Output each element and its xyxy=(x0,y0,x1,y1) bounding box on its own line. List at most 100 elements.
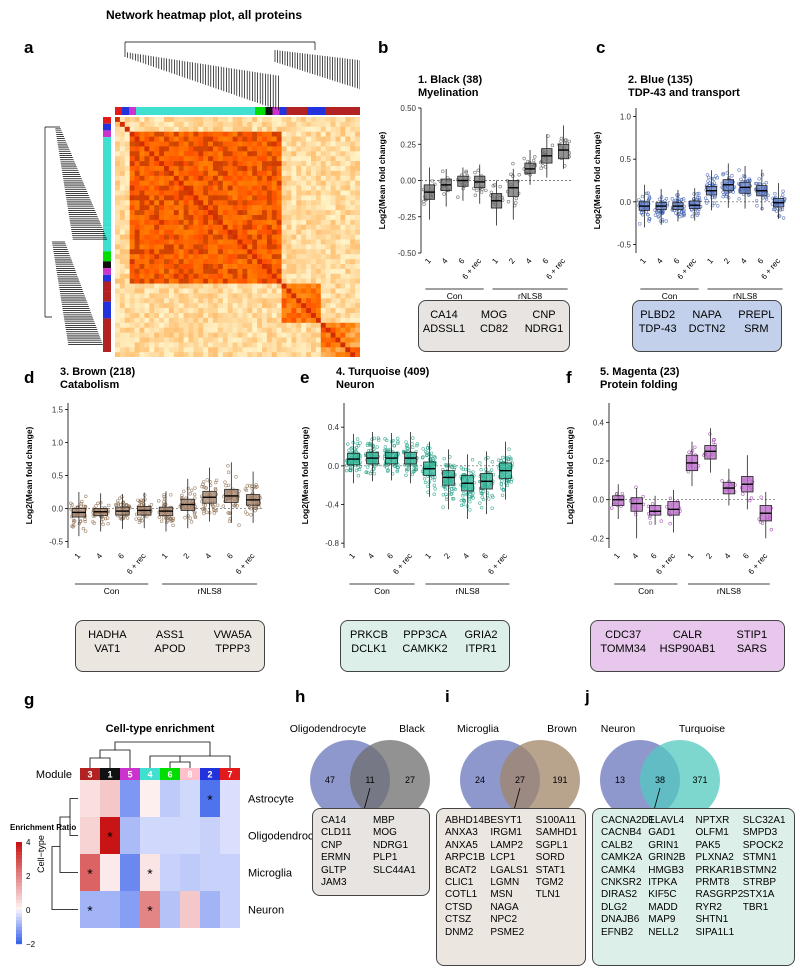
heatmap-cell xyxy=(355,175,360,181)
heatmap-cell xyxy=(144,283,150,289)
heatmap-cell xyxy=(232,303,238,309)
heatmap-cell xyxy=(301,195,307,201)
heatmap-cell xyxy=(227,273,233,279)
x-tick-label: 6 xyxy=(385,551,395,561)
heatmap-cell xyxy=(247,244,253,250)
heatmap-cell xyxy=(144,303,150,309)
heatmap-cell xyxy=(350,146,356,152)
heatmap-cell xyxy=(257,273,263,279)
heatmap-cell xyxy=(247,170,253,177)
data-point xyxy=(245,512,249,516)
gene-name: NDRG1 xyxy=(373,839,409,851)
heatmap-cell xyxy=(242,175,248,181)
heatmap-cell xyxy=(355,347,360,353)
heatmap-cell xyxy=(188,195,194,201)
heatmap-cell xyxy=(227,278,233,284)
heatmap-cell xyxy=(115,224,121,230)
heatmap-cell xyxy=(252,259,258,265)
enrichment-cell xyxy=(220,817,240,854)
heatmap-cell xyxy=(237,126,243,132)
heatmap-cell xyxy=(173,298,179,304)
heatmap-cell xyxy=(124,259,130,265)
heatmap-cell xyxy=(262,259,268,265)
data-point xyxy=(469,471,473,475)
heatmap-cell xyxy=(242,273,248,279)
heatmap-cell xyxy=(115,322,121,328)
heatmap-cell xyxy=(168,175,175,181)
heatmap-cell xyxy=(301,342,307,348)
enrichment-cell xyxy=(180,780,200,817)
heatmap-cell xyxy=(193,146,199,152)
heatmap-cell xyxy=(271,136,277,142)
data-point xyxy=(364,470,368,474)
heatmap-cell xyxy=(139,224,145,230)
heatmap-cell xyxy=(335,180,341,186)
heatmap-cell xyxy=(355,313,360,319)
heatmap-cell xyxy=(178,156,184,162)
gene-column: HADHA VAT1 xyxy=(76,628,139,656)
dendrogram-left-branches xyxy=(44,126,108,345)
gene-name: SLC44A1 xyxy=(373,864,416,876)
enrichment-cell xyxy=(80,854,100,891)
heatmap-cell xyxy=(178,141,184,147)
heatmap-cell xyxy=(134,298,140,304)
data-point xyxy=(180,493,184,498)
heatmap-cell xyxy=(271,249,277,255)
heatmap-cell xyxy=(237,121,243,128)
data-point xyxy=(193,486,197,490)
heatmap-cell xyxy=(183,283,189,289)
heatmap-cell xyxy=(203,219,209,226)
heatmap-cell xyxy=(301,121,307,128)
heatmap-cell xyxy=(173,175,179,181)
data-point xyxy=(668,521,672,526)
heatmap-cell xyxy=(193,229,199,235)
heatmap-cell xyxy=(276,293,282,299)
heatmap-cell xyxy=(237,259,243,265)
heatmap-cell xyxy=(115,313,121,319)
heatmap-cell xyxy=(330,259,336,265)
heatmap-cell xyxy=(183,141,189,147)
x-tick-label: 6 xyxy=(649,551,659,561)
heatmap-cell xyxy=(262,195,268,201)
heatmap-cell xyxy=(335,224,341,230)
heatmap-cell xyxy=(296,185,302,191)
legend-swatch xyxy=(16,876,22,880)
heatmap-cell xyxy=(115,244,121,250)
data-point xyxy=(511,174,515,178)
heatmap-cell xyxy=(237,278,243,284)
heatmap-cell xyxy=(266,146,273,152)
heatmap-cell xyxy=(281,175,287,181)
gene-name: ASS1 xyxy=(155,629,185,641)
heatmap-cell xyxy=(330,131,336,137)
heatmap-cell xyxy=(164,205,170,211)
heatmap-cell xyxy=(340,308,346,314)
heatmap-cell xyxy=(203,347,209,353)
data-point xyxy=(749,496,754,500)
heatmap-cell xyxy=(252,166,258,172)
heatmap-cell xyxy=(262,229,268,235)
heatmap-cell xyxy=(193,234,199,240)
heatmap-cell xyxy=(242,131,248,137)
heatmap-cell xyxy=(154,195,160,201)
data-point xyxy=(410,442,414,446)
heatmap-cell xyxy=(203,327,209,333)
heatmap-cell xyxy=(350,121,356,128)
heatmap-cell xyxy=(252,131,258,137)
heatmap-cell xyxy=(345,190,351,196)
heatmap-cell xyxy=(193,259,199,265)
heatmap-cell xyxy=(213,180,219,186)
heatmap-cell xyxy=(208,156,214,162)
heatmap-cell xyxy=(330,298,336,304)
data-point xyxy=(431,475,435,479)
heatmap-cell xyxy=(168,337,175,343)
heatmap-cell xyxy=(257,170,263,177)
heatmap-cell xyxy=(139,303,145,309)
data-point xyxy=(201,503,206,507)
data-point xyxy=(223,480,227,484)
heatmap-cell xyxy=(115,342,121,348)
heatmap-cell xyxy=(281,151,287,157)
heatmap-cell xyxy=(330,205,336,211)
heatmap-cell xyxy=(340,141,346,147)
module-number: 8 xyxy=(187,770,192,780)
heatmap-cell xyxy=(139,200,145,206)
